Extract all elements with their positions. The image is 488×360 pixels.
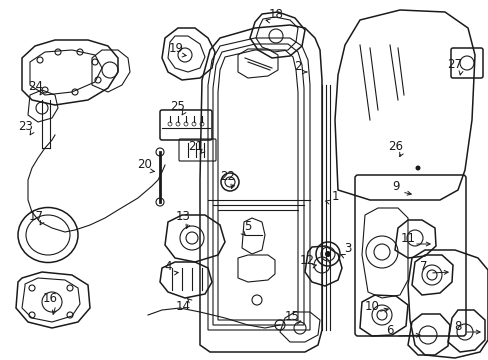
Text: 13: 13 <box>175 210 190 222</box>
Text: 25: 25 <box>170 99 185 112</box>
Text: 14: 14 <box>175 300 190 312</box>
Text: 9: 9 <box>391 180 399 193</box>
Circle shape <box>325 251 330 257</box>
Text: 20: 20 <box>137 158 152 171</box>
Text: 26: 26 <box>387 139 403 153</box>
Text: 10: 10 <box>364 300 379 312</box>
Text: 17: 17 <box>28 210 43 222</box>
Text: 3: 3 <box>344 243 351 256</box>
Text: 7: 7 <box>419 261 427 274</box>
Text: 21: 21 <box>188 139 203 153</box>
Text: 2: 2 <box>294 59 301 72</box>
Text: 11: 11 <box>400 231 415 244</box>
Text: 18: 18 <box>268 9 283 22</box>
Text: 12: 12 <box>299 253 314 266</box>
Text: 1: 1 <box>330 189 338 202</box>
Text: 23: 23 <box>19 120 33 132</box>
Text: 24: 24 <box>28 80 43 93</box>
Text: 6: 6 <box>386 324 393 337</box>
Text: 5: 5 <box>244 220 251 233</box>
Text: 16: 16 <box>42 292 58 306</box>
Text: 19: 19 <box>168 42 183 55</box>
Text: 22: 22 <box>220 170 235 183</box>
Text: 27: 27 <box>447 58 462 72</box>
Text: 4: 4 <box>164 261 171 274</box>
Text: 8: 8 <box>453 320 461 333</box>
Text: 15: 15 <box>284 310 299 323</box>
Circle shape <box>415 166 420 171</box>
